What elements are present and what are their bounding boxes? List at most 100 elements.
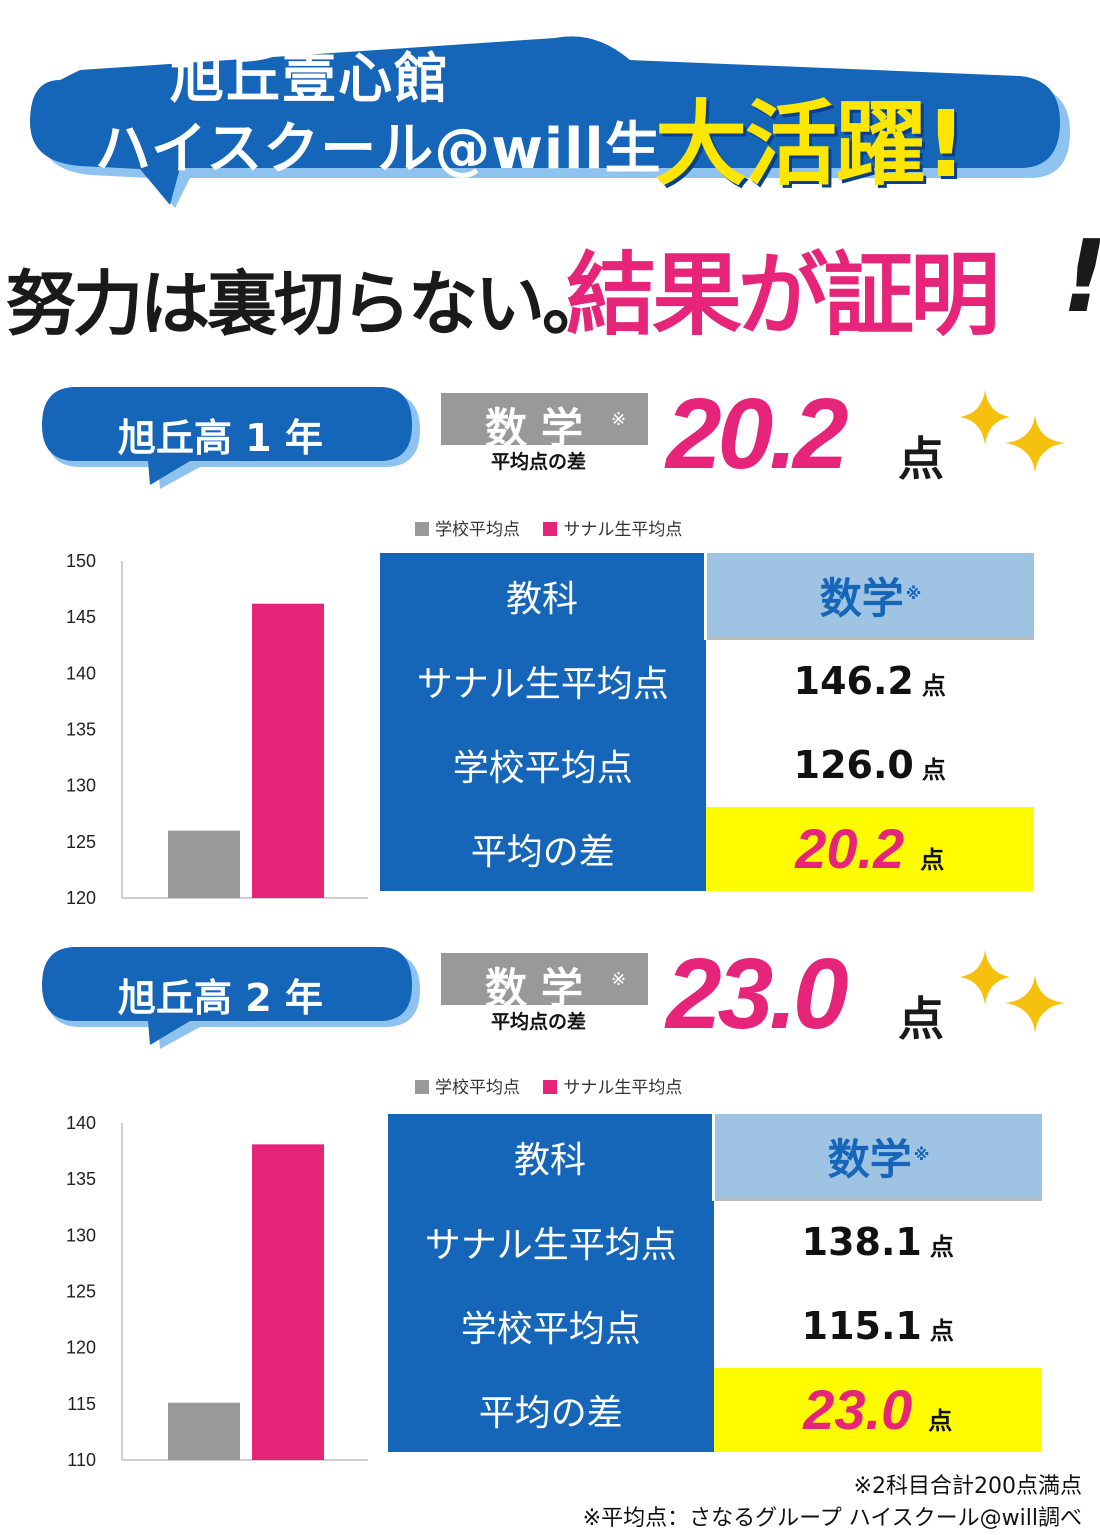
legend-item-sanaru: サナル生平均点 (543, 515, 682, 540)
legend-swatch-school (415, 522, 429, 536)
y-tick-label: 135 (66, 720, 96, 740)
legend-label-school: 学校平均点 (435, 1078, 520, 1098)
y-tick-label: 115 (67, 1394, 96, 1414)
value-sanaru: 138.1 (801, 1220, 922, 1265)
row-label-sanaru: サナル生平均点 (380, 638, 706, 723)
table-header-label: 教科 (380, 553, 707, 639)
row-value-sanaru: 146.2 点 (705, 637, 1034, 723)
chart-legend: 学校平均点 サナル生平均点 (415, 515, 700, 540)
table-header-subject-text: 数学 (827, 1134, 912, 1184)
y-tick-label: 145 (66, 607, 96, 627)
y-tick-label: 130 (66, 1225, 96, 1245)
legend-label-sanaru: サナル生平均点 (563, 1078, 683, 1098)
y-tick-label: 125 (66, 1282, 96, 1302)
table-row: 平均の差 20.2 点 (380, 806, 1034, 891)
legend-swatch-sanaru (543, 522, 558, 536)
table-row: サナル生平均点 138.1 点 (388, 1198, 1042, 1284)
value-sanaru: 146.2 (793, 659, 914, 704)
hero-highlight: 大活躍! (655, 91, 967, 198)
bar-school-average (168, 830, 240, 898)
sparkle-icon (960, 950, 1065, 1033)
footnote-total-points: ※2科目合計200点満点 (853, 1474, 1082, 1499)
score-difference-unit: 点 (898, 992, 944, 1046)
row-value-diff: 23.0 点 (713, 1367, 1042, 1452)
table-header-row: 教科 数学 ※ (380, 553, 1034, 639)
subject-caption: 平均点の差 (491, 451, 587, 473)
value-diff: 20.2 (795, 817, 905, 880)
y-tick-label: 135 (66, 1169, 96, 1189)
y-tick-label: 120 (66, 1338, 96, 1358)
value-unit: 点 (929, 1316, 954, 1345)
bar-sanaru-average (252, 1144, 324, 1460)
score-table: 教科 数学 ※ サナル生平均点 138.1 点 学校平均点 115.1 点 平均の差 … (388, 1114, 1042, 1452)
table-header-mark: ※ (905, 583, 922, 603)
bar-sanaru-average (252, 603, 324, 898)
value-school: 126.0 (793, 742, 914, 787)
chart-legend: 学校平均点 サナル生平均点 (415, 1073, 700, 1098)
tagline-lead: 努力は裏切らない。 (6, 263, 612, 345)
table-header-mark: ※ (913, 1144, 930, 1164)
grade-pill (42, 947, 420, 1049)
value-unit: 点 (921, 672, 946, 701)
table-row: 平均の差 23.0 点 (388, 1367, 1042, 1452)
y-tick-label: 140 (66, 663, 96, 683)
value-diff: 23.0 (803, 1378, 913, 1441)
hero-title-school: 旭丘壹心館 (170, 47, 450, 110)
subject-note-mark: ※ (611, 409, 627, 430)
value-unit: 点 (928, 1407, 953, 1435)
legend-label-sanaru: サナル生平均点 (563, 520, 683, 540)
grade-label: 旭丘高 2 年 (118, 976, 323, 1020)
legend-swatch-sanaru (543, 1080, 558, 1094)
hero-title-program: ハイスクール@will生 (95, 117, 662, 182)
tagline-exclamation: ! (1062, 218, 1100, 335)
score-difference-unit: 点 (898, 432, 944, 486)
score-difference-big: 20.2 (666, 378, 849, 490)
y-tick-label: 140 (66, 1113, 96, 1133)
row-value-school: 115.1 点 (713, 1283, 1042, 1368)
score-table: 教科 数学 ※ サナル生平均点 146.2 点 学校平均点 126.0 点 平均の差 … (380, 553, 1034, 891)
value-unit: 点 (921, 755, 946, 784)
table-row: 学校平均点 115.1 点 (388, 1283, 1042, 1368)
subject-badge: 数学 ※ (441, 393, 648, 453)
legend-label-school: 学校平均点 (435, 520, 520, 540)
subject-name: 数学 (485, 964, 598, 1013)
grade-label: 旭丘高 1 年 (118, 416, 323, 460)
table-header-label: 教科 (388, 1114, 715, 1200)
row-value-diff: 20.2 点 (705, 806, 1034, 891)
footnote-source: ※平均点：さなるグループ ハイスクール@will調べ (582, 1506, 1082, 1531)
tagline-highlight: 結果が証明 (566, 243, 1000, 348)
row-label-sanaru: サナル生平均点 (388, 1199, 714, 1284)
table-row: 学校平均点 126.0 点 (380, 722, 1034, 807)
row-value-school: 126.0 点 (705, 722, 1034, 807)
bar-school-average (168, 1402, 240, 1460)
value-unit: 点 (920, 846, 945, 874)
value-unit: 点 (929, 1233, 954, 1262)
y-tick-label: 150 (66, 551, 96, 571)
bar-chart: 120 125 130 135 140 145 150 (66, 551, 368, 908)
legend-swatch-school (415, 1080, 429, 1094)
grade-pill (42, 387, 420, 489)
table-header-subject: 数学 ※ (705, 553, 1034, 639)
subject-caption: 平均点の差 (491, 1011, 587, 1033)
bar-chart: 110 115 120 125 130 135 140 (66, 1113, 368, 1470)
legend-item-school: 学校平均点 (415, 1073, 520, 1098)
subject-name: 数学 (485, 404, 598, 453)
subject-badge: 数学 ※ (441, 953, 648, 1013)
table-header-subject: 数学 ※ (713, 1114, 1042, 1200)
sparkle-icon (960, 390, 1065, 473)
row-label-school: 学校平均点 (380, 722, 706, 807)
row-value-sanaru: 138.1 点 (713, 1198, 1042, 1284)
y-tick-label: 120 (66, 888, 96, 908)
value-school: 115.1 (801, 1303, 922, 1348)
score-difference-big: 23.0 (666, 938, 849, 1050)
table-header-subject-text: 数学 (819, 573, 904, 623)
table-row: サナル生平均点 146.2 点 (380, 637, 1034, 723)
legend-item-school: 学校平均点 (415, 515, 520, 540)
row-label-diff: 平均の差 (380, 806, 706, 891)
subject-note-mark: ※ (611, 969, 627, 990)
row-label-diff: 平均の差 (388, 1367, 714, 1452)
y-tick-label: 130 (66, 776, 96, 796)
table-header-row: 教科 数学 ※ (388, 1114, 1042, 1200)
hero-speech-bubble (30, 36, 1070, 208)
y-tick-label: 110 (67, 1450, 96, 1470)
